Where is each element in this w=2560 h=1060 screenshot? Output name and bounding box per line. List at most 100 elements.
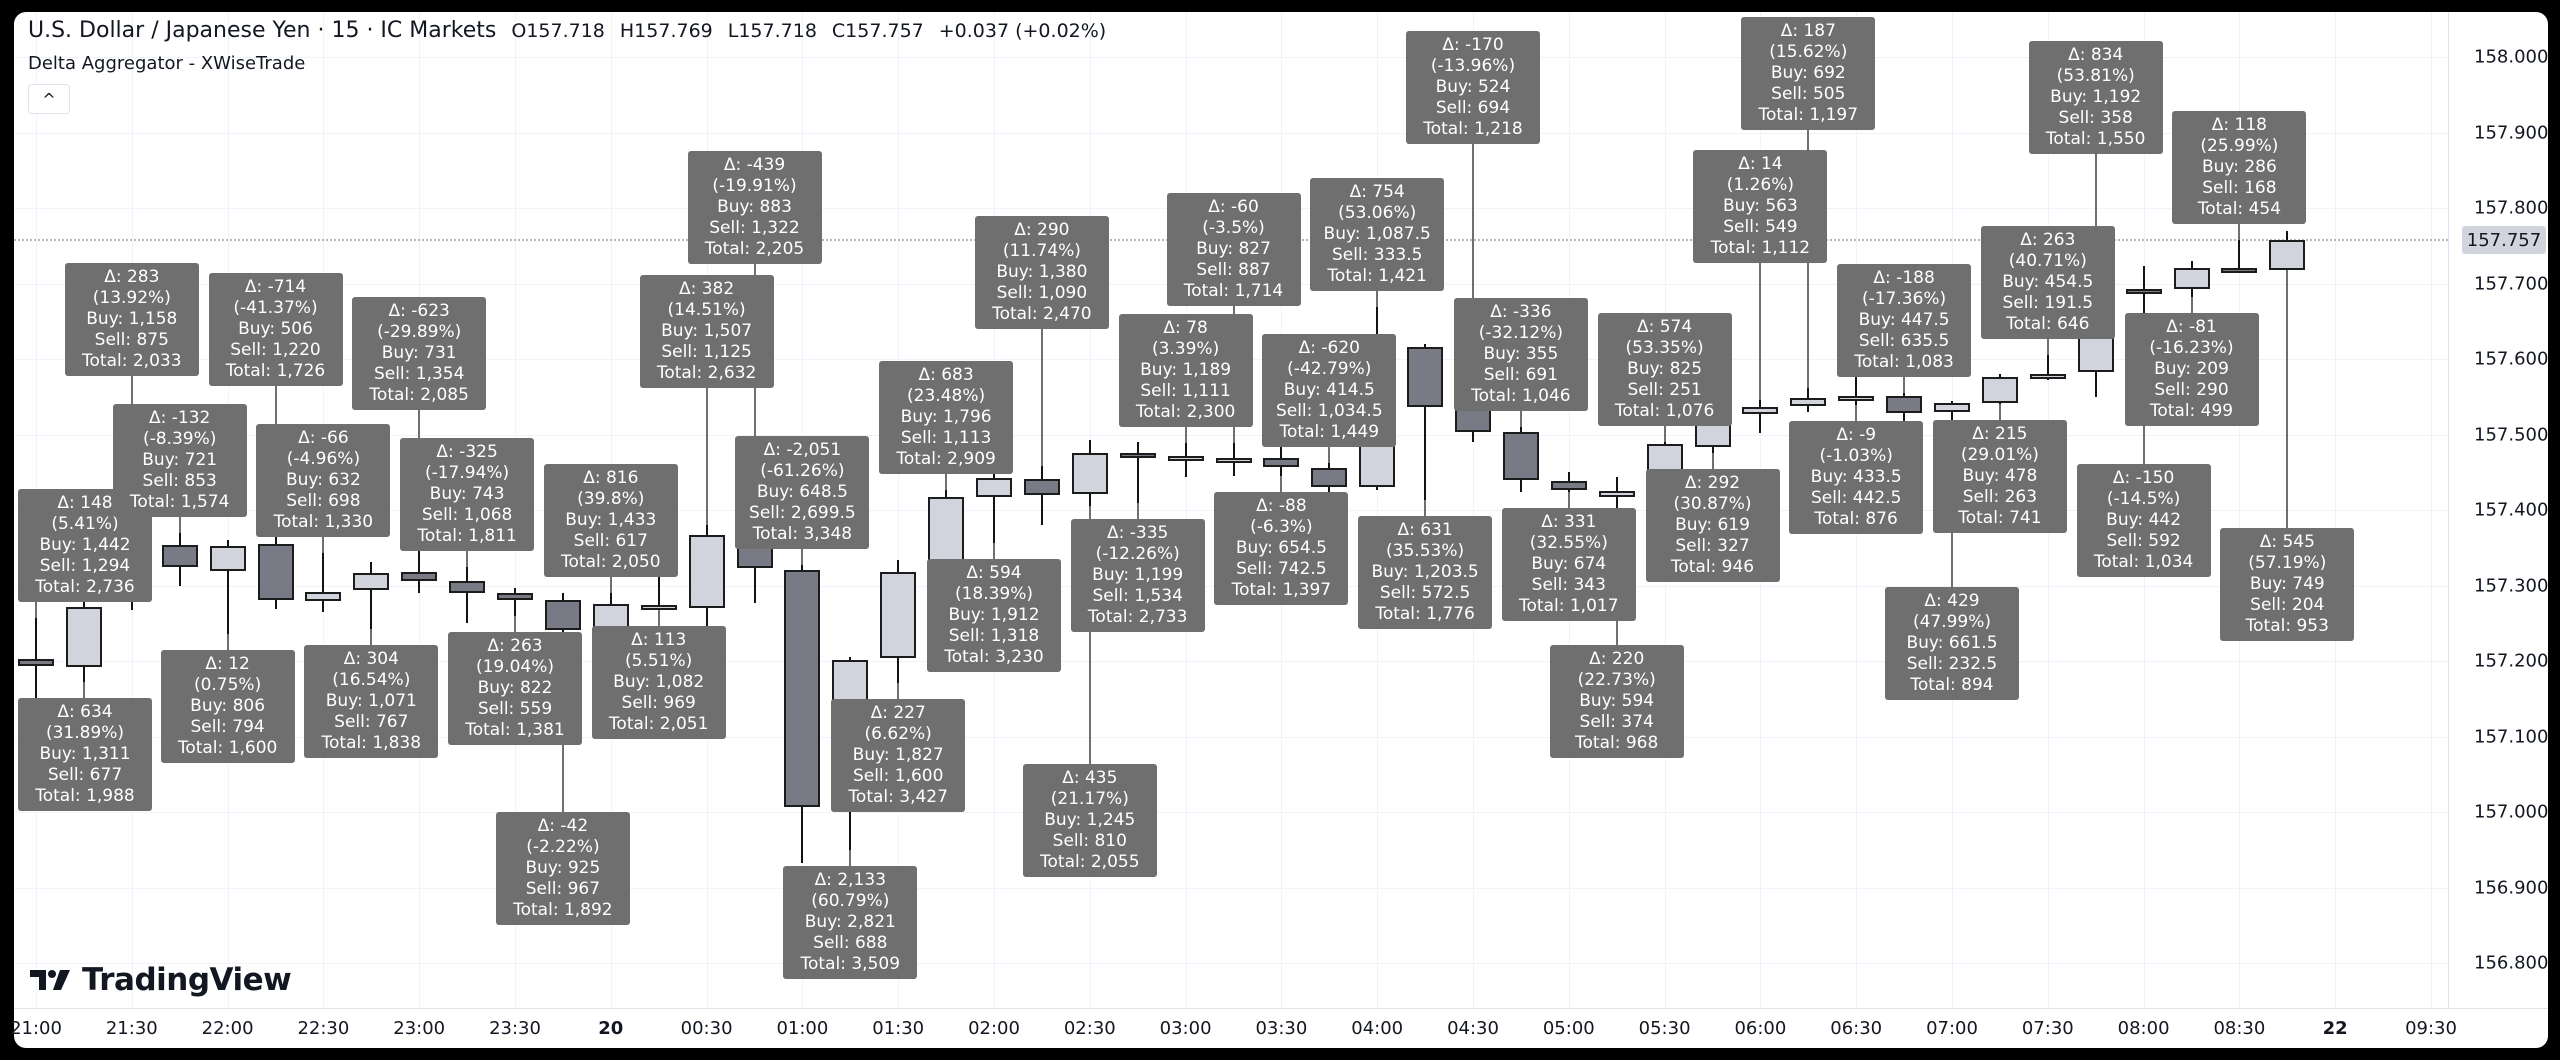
delta-percent: (-17.94%) xyxy=(424,462,510,483)
horizontal-gridline xyxy=(14,887,2448,889)
delta-percent: (53.81%) xyxy=(2056,66,2135,87)
candle-body[interactable] xyxy=(1742,407,1779,415)
candle-body[interactable] xyxy=(1981,377,2018,403)
candle-body[interactable] xyxy=(640,605,677,611)
total-volume: Total: 1,197 xyxy=(1758,104,1859,125)
candle-body[interactable] xyxy=(2029,374,2066,380)
candle-body[interactable] xyxy=(401,571,438,581)
label-connector xyxy=(1280,476,1283,493)
total-volume: Total: 876 xyxy=(1814,509,1898,530)
candle-body[interactable] xyxy=(1934,402,1970,412)
delta-label: Δ: -623 (-29.89%) Buy: 731 Sell: 1,354 Total… xyxy=(352,296,487,410)
delta-label: Δ: 263 (40.71%) Buy: 454.5 Sell: 191.5 Total… xyxy=(1980,226,2115,340)
candle-body[interactable] xyxy=(18,658,54,667)
candle-body[interactable] xyxy=(497,593,533,600)
candle-body[interactable] xyxy=(449,580,486,594)
label-connector xyxy=(1663,426,1666,443)
total-volume: Total: 2,085 xyxy=(369,384,469,405)
time-axis-tick: 21:30 xyxy=(105,1018,158,1039)
label-connector xyxy=(705,388,708,526)
candle-body[interactable] xyxy=(880,571,917,658)
candle-body[interactable] xyxy=(784,569,821,807)
candle-body[interactable] xyxy=(1071,453,1108,495)
candle-body[interactable] xyxy=(976,478,1012,498)
candle-body[interactable] xyxy=(2221,267,2258,273)
time-axis-tick: 07:00 xyxy=(1926,1018,1978,1039)
candle-body[interactable] xyxy=(1407,346,1444,408)
price-axis-tick: 157.900 xyxy=(2474,122,2549,143)
label-connector xyxy=(82,682,85,699)
delta-value: Δ: 292 xyxy=(1684,473,1741,494)
delta-label: Δ: 14 (1.26%) Buy: 563 Sell: 549 Total: 1,11… xyxy=(1693,149,1828,263)
label-connector xyxy=(1472,144,1474,403)
label-connector xyxy=(2238,223,2241,240)
candle-body[interactable] xyxy=(1215,457,1252,463)
delta-label: Δ: -439 (-19.91%) Buy: 883 Sell: 1,322 Total… xyxy=(687,151,822,265)
delta-label: Δ: 227 (6.62%) Buy: 1,827 Sell: 1,600 Total:… xyxy=(831,698,966,812)
sell-volume: Sell: 677 xyxy=(47,765,123,786)
candle-body[interactable] xyxy=(65,606,102,668)
horizontal-gridline xyxy=(14,661,2448,662)
time-axis-tick: 22 xyxy=(2322,1018,2348,1039)
sell-volume: Sell: 1,125 xyxy=(661,342,752,363)
candle-body[interactable] xyxy=(688,534,725,609)
label-connector xyxy=(2286,269,2289,528)
sell-volume: Sell: 853 xyxy=(142,470,217,491)
candle-body[interactable] xyxy=(1167,456,1204,462)
candle-body[interactable] xyxy=(1550,481,1587,490)
candle-body[interactable] xyxy=(1838,395,1875,401)
total-volume: Total: 3,230 xyxy=(944,647,1044,668)
sell-volume: Sell: 168 xyxy=(2202,177,2277,198)
sell-volume: Sell: 263 xyxy=(1962,487,2038,508)
sell-volume: Sell: 191.5 xyxy=(2002,293,2094,314)
candle-body[interactable] xyxy=(2125,288,2162,294)
buy-volume: Buy: 209 xyxy=(2154,359,2229,380)
delta-label: Δ: 78 (3.39%) Buy: 1,189 Sell: 1,111 Total: … xyxy=(1118,313,1253,427)
chart-pane[interactable]: Δ: 148 (5.41%) Buy: 1,442 Sell: 1,294 Total:… xyxy=(14,12,2448,1008)
candle-body[interactable] xyxy=(257,543,294,600)
label-connector xyxy=(514,615,516,632)
candle-body[interactable] xyxy=(2173,267,2210,289)
label-connector xyxy=(370,629,373,646)
sell-volume: Sell: 875 xyxy=(94,330,169,351)
candle-body[interactable] xyxy=(1023,479,1060,495)
total-volume: Total: 1,330 xyxy=(273,512,374,533)
time-axis-tick: 08:00 xyxy=(2117,1018,2170,1039)
buy-volume: Buy: 355 xyxy=(1483,343,1559,364)
candle-body[interactable] xyxy=(544,599,581,631)
total-volume: Total: 1,988 xyxy=(35,786,135,807)
candle-body[interactable] xyxy=(1311,467,1348,488)
candle-body[interactable] xyxy=(1263,457,1300,467)
sell-volume: Sell: 442.5 xyxy=(1810,488,1902,509)
label-connector xyxy=(897,682,900,699)
buy-volume: Buy: 433.5 xyxy=(1810,467,1902,488)
candle-body[interactable] xyxy=(1455,408,1491,433)
time-axis-tick: 00:30 xyxy=(680,1018,733,1039)
time-axis-tick: 05:00 xyxy=(1542,1018,1595,1039)
time-axis-tick: 20 xyxy=(598,1018,624,1039)
delta-value: Δ: 113 xyxy=(631,629,687,650)
buy-volume: Buy: 1,203.5 xyxy=(1371,562,1479,583)
price-axis-tick: 157.700 xyxy=(2474,273,2549,294)
collapse-legend-button[interactable]: ^ xyxy=(28,84,70,114)
candle-body[interactable] xyxy=(209,546,246,572)
candle-body[interactable] xyxy=(305,592,342,602)
candle-body[interactable] xyxy=(161,544,198,567)
candle-body[interactable] xyxy=(1502,432,1539,480)
candle-body[interactable] xyxy=(353,572,390,591)
delta-label: Δ: 263 (19.04%) Buy: 822 Sell: 559 Total: 1,… xyxy=(448,631,582,745)
candle-body[interactable] xyxy=(1886,395,1923,414)
delta-percent: (21.17%) xyxy=(1050,789,1129,810)
delta-value: Δ: -9 xyxy=(1836,425,1877,446)
candle-body[interactable] xyxy=(2269,240,2306,270)
tradingview-logo[interactable]: TradingView xyxy=(30,962,292,998)
buy-volume: Buy: 619 xyxy=(1675,515,1750,536)
candle-body[interactable] xyxy=(1790,398,1827,406)
price-axis-tick: 157.500 xyxy=(2474,424,2549,445)
candle-body[interactable] xyxy=(1598,491,1635,498)
price-axis-tick: 157.200 xyxy=(2474,650,2549,672)
candle-body[interactable] xyxy=(1119,453,1156,459)
candle-wick xyxy=(2142,266,2145,328)
indicator-title[interactable]: Delta Aggregator - XWiseTrade xyxy=(28,53,306,74)
symbol-title[interactable]: U.S. Dollar / Japanese Yen · 15 · IC Mar… xyxy=(28,18,497,43)
